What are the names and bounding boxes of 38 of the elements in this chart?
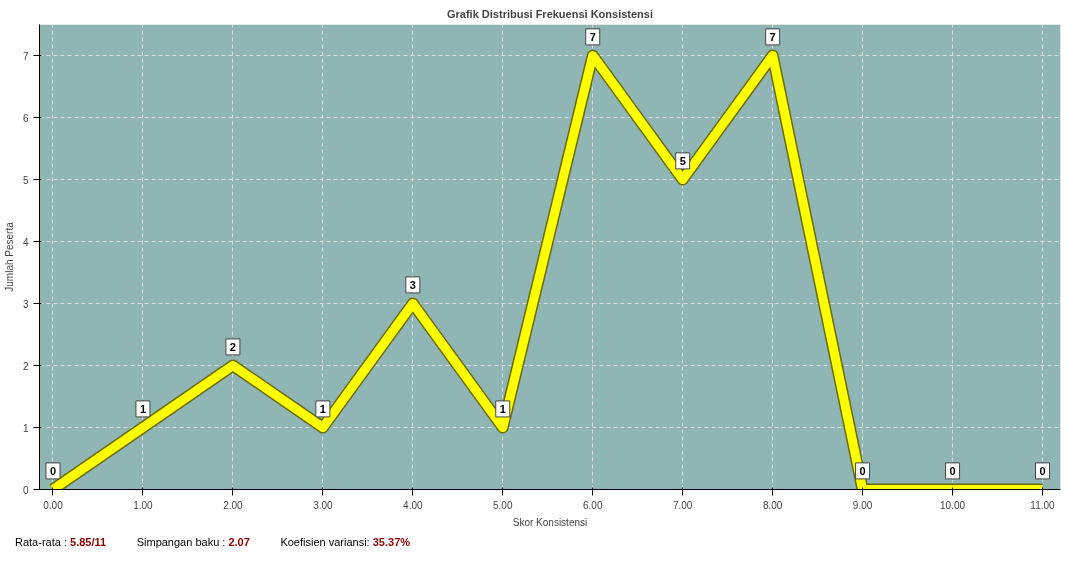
x-tick-label: 7.00 [672, 499, 693, 511]
data-label: 7 [589, 30, 596, 43]
data-label: 1 [499, 402, 506, 415]
x-tick-label: 9.00 [852, 499, 873, 511]
text: Rata-rata : 5.85/11 [15, 536, 107, 548]
data-label: 7 [769, 30, 776, 43]
x-tick-label: 2.00 [223, 499, 244, 511]
data-label: 0 [1039, 464, 1046, 477]
data-label: 5 [679, 154, 686, 167]
data-label: 0 [859, 464, 866, 477]
y-tick-label: 0 [22, 484, 29, 496]
x-tick-label: 4.00 [403, 499, 423, 511]
y-tick-label: 5 [22, 174, 29, 186]
y-axis-title: Jumlah Peserta [3, 221, 15, 292]
x-axis-title: Skor Konsistensi [512, 516, 588, 528]
x-tick-label: 10.00 [940, 499, 966, 511]
x-tick-label: 3.00 [313, 499, 334, 511]
x-tick-label: 1.00 [133, 499, 154, 511]
text: Simpangan baku : 2.07 [136, 536, 250, 548]
x-tick-label: 8.00 [762, 499, 783, 511]
text: Koefisien variansi: 35.37% [280, 536, 411, 548]
data-label: 1 [319, 402, 326, 415]
x-tick-label: 11.00 [1030, 499, 1056, 511]
chart-title: Grafik Distribusi Frekuensi Konsistensi [447, 7, 654, 20]
data-label: 0 [949, 464, 956, 477]
data-label: 0 [49, 464, 57, 477]
y-tick-label: 6 [22, 112, 29, 124]
y-tick-label: 1 [22, 422, 29, 434]
y-tick-label: 4 [22, 236, 29, 248]
data-label: 3 [409, 278, 416, 291]
y-tick-label: 7 [22, 50, 29, 62]
y-tick-label: 3 [22, 298, 29, 310]
y-tick-label: 2 [22, 360, 29, 372]
data-label: 1 [139, 402, 147, 415]
x-tick-label: 5.00 [493, 499, 513, 511]
x-tick-label: 6.00 [583, 499, 603, 511]
x-tick-label: 0.00 [43, 499, 64, 511]
data-label: 2 [229, 340, 236, 353]
